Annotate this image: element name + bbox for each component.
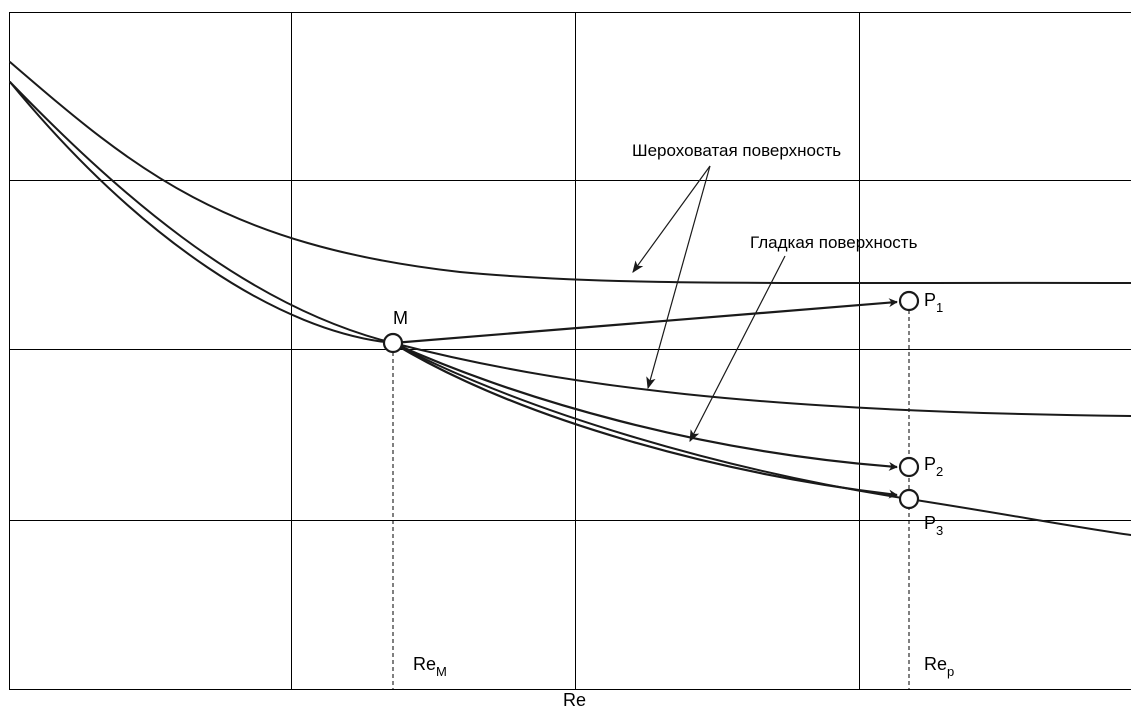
smooth-curve [9, 81, 1131, 536]
smooth-pointer [689, 255, 786, 443]
rough-pointer-lower [646, 165, 711, 390]
point-p2-marker [898, 456, 920, 478]
rough-curve-low [9, 81, 1131, 417]
label-pointers [632, 165, 786, 443]
rough-curve-high [9, 61, 1131, 285]
point-p2-label: P2 [924, 454, 943, 479]
x-axis-label: Re [563, 690, 586, 708]
reynolds-markers [392, 310, 910, 690]
point-p1-marker [898, 290, 920, 312]
point-p3-marker [898, 488, 920, 510]
point-markers [382, 290, 920, 510]
point-m-label: M [393, 308, 408, 328]
rough-pointer-upper [632, 165, 711, 273]
rem-label: ReM [413, 654, 447, 679]
rough-surface-label: Шероховатая поверхность [632, 141, 841, 160]
smooth-surface-label: Гладкая поверхность [750, 233, 918, 252]
point-p1-label: P1 [924, 290, 943, 315]
curves [9, 61, 1131, 536]
rep-label: Rep [924, 654, 954, 679]
plot-grid [9, 12, 1131, 690]
arrow-m-p2 [392, 341, 898, 471]
arrow-m-p3 [392, 342, 898, 499]
point-p3-label: P3 [924, 513, 943, 538]
plot-frame [9, 12, 1131, 690]
point-m-marker [382, 332, 404, 354]
transition-arrows [392, 298, 898, 499]
arrow-m-p1 [392, 298, 898, 345]
